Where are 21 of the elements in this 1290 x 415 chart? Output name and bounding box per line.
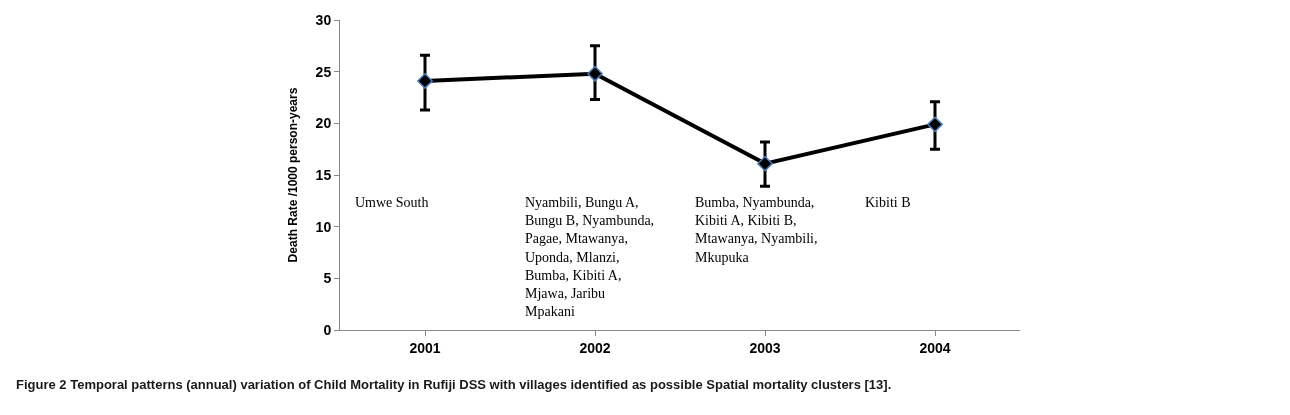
point (927, 116, 943, 133)
annotation: Bumba, Nyambunda, Kibiti A, Kibiti B, Mtawanya, Nyambili, Mkupuka (695, 195, 818, 265)
annotation: Umwe South (355, 195, 429, 210)
caption: Figure 2 Temporal patterns (annual) variation of Child Mortality in Rufiji DSS with villages identified as possible Spatial mortality clusters [13]. (16, 377, 892, 392)
annotation: Kibiti B (865, 195, 911, 210)
y-tick-label: 5 (323, 270, 332, 287)
y-tick-label: 30 (315, 11, 332, 28)
x-tick-label: 2003 (749, 339, 781, 356)
x-tick-label: 2002 (579, 339, 611, 356)
x-tick-label: 2001 (409, 339, 441, 356)
point (757, 155, 773, 172)
y-tick-label: 0 (323, 321, 332, 338)
annotation: Nyambili, Bungu A, Bungu B, Nyambunda, Pagae, Mtawanya, Uponda, Mlanzi, Bumba, Kibiti A, Mjawa, Jaribu Mpakani (525, 195, 655, 320)
y-tick-label: 15 (315, 166, 332, 183)
x-tick-label: 2004 (919, 339, 951, 356)
y-axis-title: Death Rate /1000 person-years (285, 87, 300, 263)
point (417, 73, 433, 89)
y-tick-label: 10 (315, 218, 332, 235)
y-tick-label: 20 (315, 115, 332, 132)
y-tick-label: 25 (315, 63, 332, 80)
point (587, 65, 603, 82)
